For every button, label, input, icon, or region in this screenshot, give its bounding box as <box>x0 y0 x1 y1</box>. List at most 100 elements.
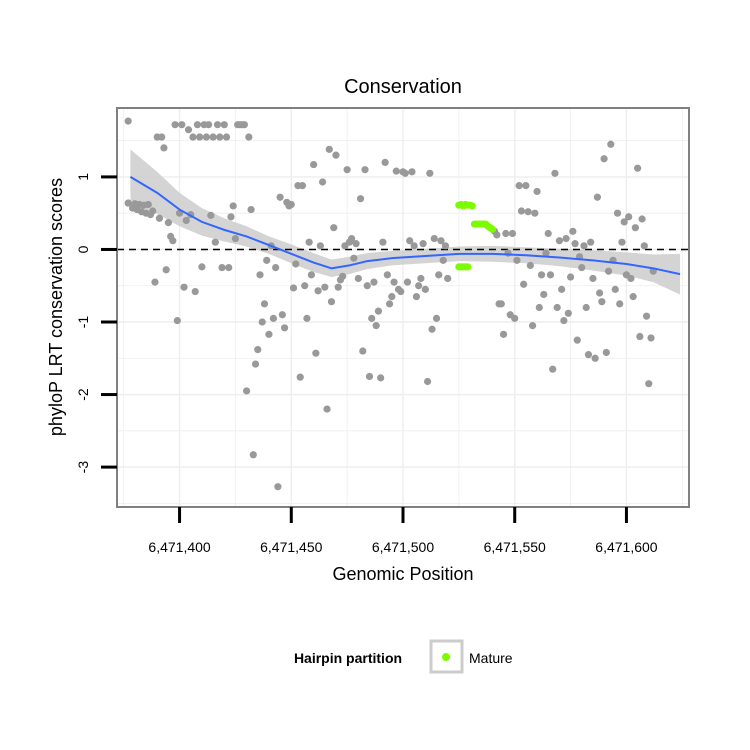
data-point <box>616 300 624 308</box>
data-point <box>533 187 541 196</box>
data-point <box>517 207 526 215</box>
data-point <box>310 160 318 169</box>
data-point <box>363 282 371 290</box>
data-point <box>325 145 333 153</box>
data-point <box>607 140 615 148</box>
data-point <box>229 202 237 210</box>
data-point <box>629 293 637 301</box>
data-point <box>408 168 416 176</box>
data-point <box>428 325 436 333</box>
gridlines <box>117 108 689 507</box>
data-point <box>276 193 284 201</box>
data-point <box>144 200 152 209</box>
data-point <box>249 451 257 459</box>
data-point <box>511 314 519 322</box>
data-point <box>535 303 543 312</box>
mature-data-point <box>488 225 496 233</box>
x-tick-label: 6,471,600 <box>595 539 657 555</box>
data-point <box>292 260 300 268</box>
data-point <box>620 218 628 226</box>
data-point <box>242 387 251 395</box>
data-point <box>314 287 322 295</box>
data-point <box>634 164 642 172</box>
data-point <box>323 405 331 413</box>
data-point <box>158 133 166 141</box>
data-point <box>213 121 222 129</box>
data-point <box>374 307 383 315</box>
data-point <box>564 309 572 317</box>
data-point <box>508 229 517 238</box>
data-point <box>265 330 273 338</box>
data-point <box>149 207 157 215</box>
data-point <box>218 264 226 272</box>
legend-entry-mature: Mature <box>469 650 513 666</box>
y-tick-label: 1 <box>75 173 91 181</box>
data-point <box>401 169 409 177</box>
data-point <box>419 240 427 248</box>
data-point <box>627 274 635 283</box>
y-tick-label: -3 <box>75 461 91 474</box>
confidence-band <box>130 149 681 295</box>
data-point <box>256 271 264 279</box>
data-point <box>642 312 651 320</box>
data-point <box>562 234 570 243</box>
y-axis: -3 -2 -1 0 1 <box>75 173 117 474</box>
data-point <box>169 237 177 245</box>
x-tick-label: 6,471,550 <box>484 539 546 555</box>
data-point <box>227 213 235 221</box>
data-point <box>305 238 313 246</box>
data-point <box>155 214 164 222</box>
data-point <box>631 224 639 232</box>
data-point <box>124 199 132 207</box>
data-point <box>645 380 653 388</box>
data-point <box>280 324 289 332</box>
data-point <box>245 133 253 141</box>
data-point <box>513 256 521 264</box>
data-point <box>272 264 280 272</box>
mature-data-point <box>464 263 472 271</box>
legend: Hairpin partition Mature <box>294 639 513 674</box>
data-point <box>316 242 324 250</box>
data-point <box>383 271 391 279</box>
data-point <box>269 314 278 322</box>
data-point <box>339 272 347 280</box>
data-point <box>390 278 398 286</box>
data-point <box>354 274 362 283</box>
x-tick-label: 6,471,500 <box>372 539 434 555</box>
data-point <box>638 215 646 223</box>
data-point <box>596 289 604 297</box>
data-point <box>124 117 132 125</box>
data-point <box>258 318 266 326</box>
data-point <box>151 278 159 286</box>
data-point <box>202 133 210 141</box>
data-point <box>216 133 224 141</box>
data-point <box>287 200 295 209</box>
data-point <box>372 322 380 330</box>
other-points <box>124 117 657 491</box>
data-point <box>348 234 356 243</box>
data-point <box>370 278 378 286</box>
data-point <box>278 311 286 319</box>
data-point <box>540 290 548 299</box>
data-point <box>330 224 338 232</box>
data-point <box>602 348 610 357</box>
data-point <box>421 285 429 293</box>
data-point <box>426 169 434 177</box>
data-point <box>604 267 613 275</box>
data-point <box>332 151 340 159</box>
data-point <box>240 121 248 129</box>
data-point <box>542 249 550 257</box>
y-tick-label: -2 <box>75 388 91 401</box>
data-point <box>189 133 197 141</box>
data-point <box>558 285 566 293</box>
data-point <box>318 178 327 186</box>
y-tick-label: -1 <box>75 316 91 329</box>
legend-title: Hairpin partition <box>294 650 402 666</box>
data-point <box>493 231 501 239</box>
data-point <box>207 211 215 219</box>
data-point <box>522 182 530 190</box>
data-point <box>180 283 188 291</box>
data-point <box>611 285 619 293</box>
data-point <box>439 256 447 264</box>
data-point <box>560 316 568 325</box>
